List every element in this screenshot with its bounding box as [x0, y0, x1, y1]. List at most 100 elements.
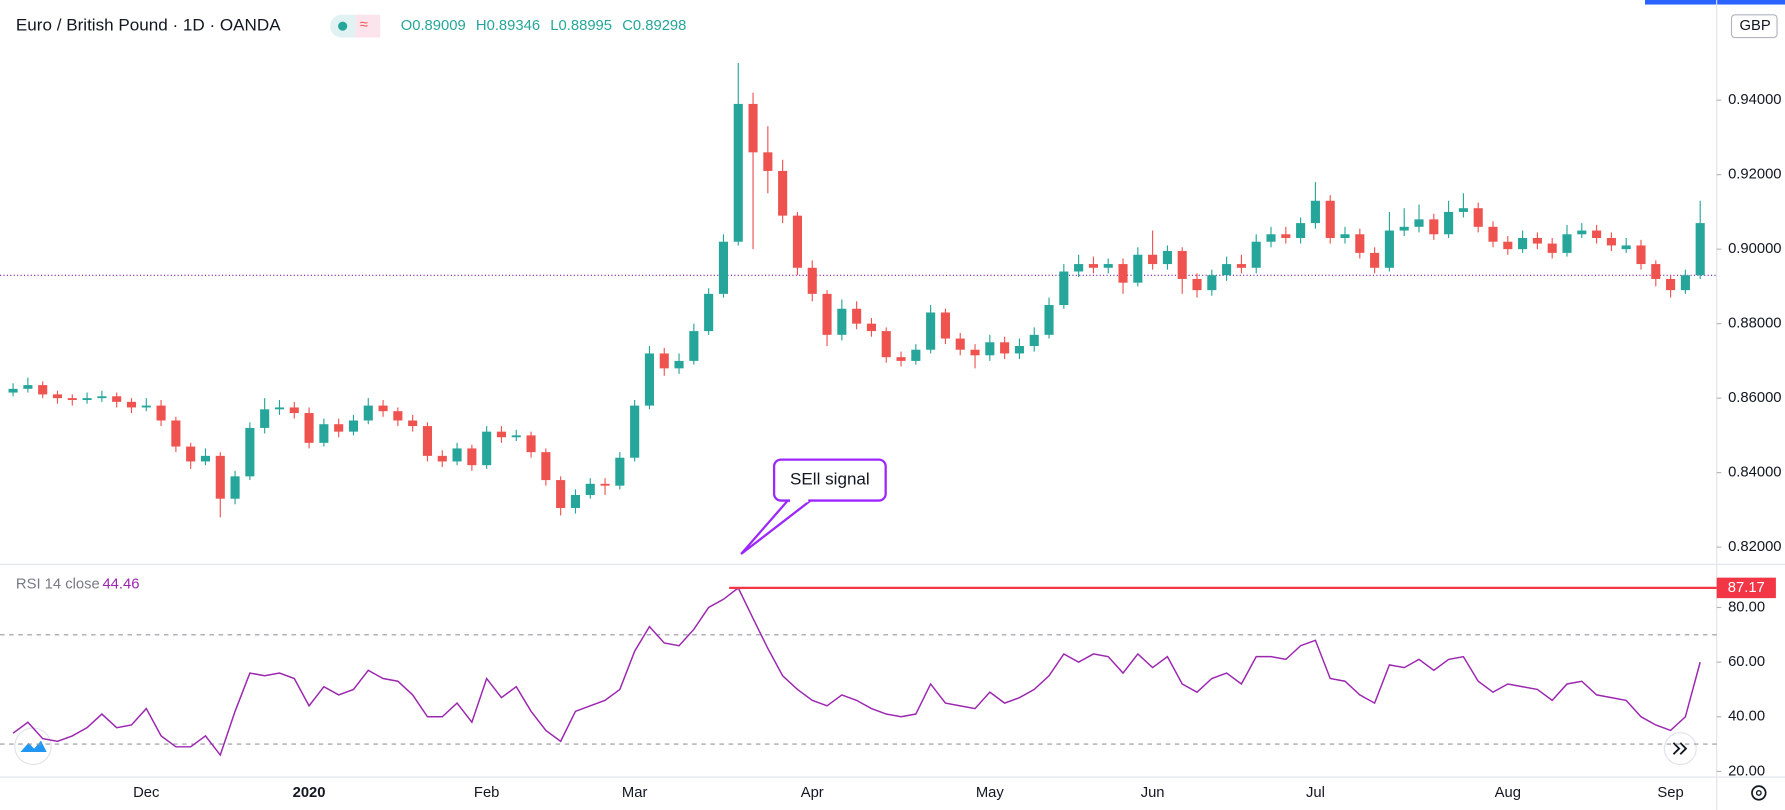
- candle-body: [245, 427, 255, 477]
- candle-body: [1503, 241, 1513, 250]
- candle-body: [585, 483, 595, 495]
- candle-body: [348, 420, 359, 432]
- candle-body: [1547, 243, 1557, 253]
- candle-body: [1236, 264, 1246, 268]
- logo-circle[interactable]: [14, 727, 52, 766]
- candle-body: [1029, 334, 1039, 346]
- gear-hub: [1755, 789, 1762, 796]
- ohlc-value: 0.89009: [412, 18, 465, 34]
- candle-body: [600, 483, 610, 486]
- rsi-tick-label: 40.00: [1728, 709, 1765, 725]
- settings[interactable]: [1751, 785, 1767, 801]
- candle-body: [437, 455, 447, 462]
- candle-body: [1621, 245, 1631, 250]
- x-tick-label: Aug: [1495, 785, 1521, 801]
- candle-body: [1177, 251, 1187, 279]
- ohlc-value: 0.88995: [559, 18, 612, 34]
- candle-body: [82, 398, 92, 401]
- candle-body: [1148, 254, 1158, 265]
- candle-body: [1325, 200, 1335, 238]
- candle-body: [378, 405, 388, 412]
- candle-body: [778, 170, 788, 216]
- candle-body: [126, 401, 137, 408]
- top-bar: [1644, 0, 1785, 5]
- candle-body: [985, 342, 995, 356]
- candle-body: [526, 435, 536, 453]
- scroll-button[interactable]: [1663, 732, 1697, 766]
- candle-body: [112, 396, 122, 402]
- x-tick-label: Mar: [622, 785, 648, 801]
- candle-body: [852, 308, 862, 324]
- x-tick-label: Dec: [133, 785, 159, 801]
- x-tick-label: 2020: [293, 785, 326, 801]
- candle-body: [1118, 264, 1128, 283]
- delay-icon: ≈: [360, 17, 368, 33]
- candle-body: [896, 357, 906, 361]
- candle-body: [807, 267, 817, 294]
- y-tick-label: 0.82000: [1728, 539, 1781, 555]
- candle-body: [1000, 342, 1010, 354]
- candle-body: [289, 407, 299, 414]
- status-pill-right[interactable]: [355, 14, 381, 38]
- candle-body: [1296, 223, 1306, 238]
- candle-body: [1651, 264, 1661, 279]
- y-tick-label: 0.88000: [1728, 316, 1781, 332]
- y-tick-label: 0.92000: [1728, 167, 1781, 183]
- x-tick-label: Jun: [1141, 785, 1165, 801]
- chart-title: Euro / British Pound · 1D · OANDA: [16, 16, 281, 35]
- candle-body: [156, 405, 166, 421]
- candle-body: [1666, 278, 1676, 291]
- gear-ring[interactable]: [1751, 785, 1767, 801]
- ohlc-value: 0.89298: [633, 18, 686, 34]
- candle-body: [1340, 234, 1350, 238]
- y-tick-label: 0.94000: [1728, 92, 1781, 108]
- candle-body: [556, 480, 566, 509]
- candle-body: [748, 103, 758, 153]
- ohlc-label: L: [550, 18, 558, 34]
- candle-body: [496, 431, 507, 438]
- logo[interactable]: [14, 727, 52, 766]
- rsi-max-label: 87.17: [1728, 580, 1765, 596]
- rsi-tick-label: 20.00: [1728, 763, 1765, 779]
- candle-body: [955, 338, 965, 350]
- candle-body: [1310, 200, 1320, 224]
- rsi-value: 44.46: [102, 577, 139, 593]
- candle-body: [260, 409, 270, 428]
- candle-body: [422, 426, 433, 456]
- x-tick-label: Sep: [1657, 785, 1683, 801]
- candle-body: [1074, 264, 1084, 272]
- candle-body: [926, 312, 936, 350]
- candle-body: [274, 407, 285, 410]
- candle-body: [511, 435, 521, 438]
- annotation-text: SEll signal: [790, 470, 870, 489]
- candle-body: [1636, 245, 1646, 265]
- candle-body: [689, 331, 699, 361]
- candle-body: [866, 323, 876, 332]
- candle-body: [1473, 208, 1483, 227]
- candle-body: [334, 424, 344, 432]
- candle-body: [52, 394, 63, 399]
- candle-body: [171, 420, 181, 447]
- candle-body: [1103, 264, 1113, 268]
- ohlc-value: 0.89346: [487, 18, 540, 34]
- candle-body: [615, 457, 625, 486]
- candle-body: [1429, 219, 1439, 235]
- ohlc-label: C: [622, 18, 633, 34]
- y-tick-label: 0.86000: [1728, 390, 1781, 406]
- ohlc-label: O: [401, 18, 413, 34]
- rsi-tick-label: 60.00: [1728, 654, 1765, 670]
- candle-body: [674, 360, 684, 369]
- candle-body: [733, 103, 743, 242]
- candle-body: [940, 312, 950, 339]
- candle-body: [1488, 226, 1498, 242]
- ohlc-label: H: [476, 18, 487, 34]
- currency-box[interactable]: [1730, 14, 1778, 39]
- candle-body: [1606, 237, 1616, 246]
- candle-body: [1192, 278, 1202, 291]
- callout-box: [772, 458, 887, 502]
- candle-body: [200, 455, 211, 462]
- candle-body: [763, 152, 773, 171]
